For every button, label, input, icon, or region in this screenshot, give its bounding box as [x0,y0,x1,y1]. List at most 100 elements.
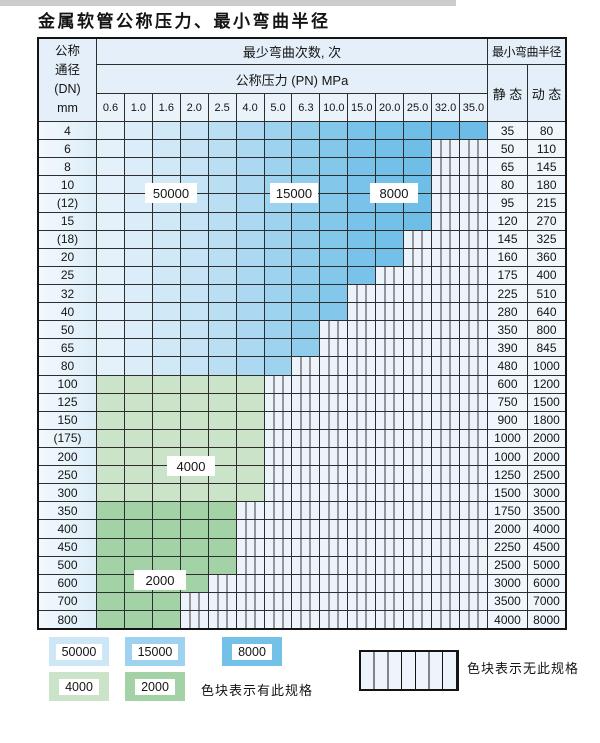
no-spec-cell [432,176,460,194]
no-spec-cell [459,393,487,411]
dn-cell: (175) [39,429,97,447]
no-spec-cell [292,556,321,574]
spec-cell [152,248,181,266]
header-pressure-values: 0.6 1.0 1.6 2.0 2.5 4.0 5.0 6.3 10.0 15.0 20.0 25.0… [97,94,487,121]
no-spec-cell [320,339,349,357]
dynamic-radius-cell: 5000 [528,556,565,574]
spec-cell [236,466,265,484]
header-dynamic: 动 态 [531,86,562,102]
no-spec-cell [404,502,433,520]
spec-cell [404,122,433,140]
spec-cell [320,248,349,266]
spec-cell [180,502,209,520]
pressure-strip [97,266,488,284]
pressure-value-header: 4.0 [237,94,265,121]
no-spec-cell [459,266,487,284]
cycle-count-label: 8000 [370,183,418,203]
spec-cell [236,321,265,339]
static-radius-cell: 1750 [488,502,528,520]
spec-cell [97,429,125,447]
spec-cell [404,158,433,176]
spec-cell [124,140,153,158]
spec-cell [376,212,405,230]
no-spec-cell [320,484,349,502]
spec-cell [208,140,237,158]
spec-cell [208,393,237,411]
spec-cell [152,230,181,248]
no-spec-cell [264,447,293,466]
no-spec-cell [292,447,321,466]
table-row: 6 50 110 [39,140,565,159]
static-radius-cell: 120 [488,212,528,230]
spec-cell [208,538,237,556]
no-spec-cell [404,357,433,375]
spec-cell [124,321,153,339]
spec-cell [236,484,265,502]
dn-cell: 350 [39,502,97,520]
no-spec-cell [376,574,405,592]
no-spec-cell [264,429,293,447]
dynamic-radius-cell: 3500 [528,502,565,520]
dynamic-radius-cell: 180 [528,176,565,194]
table-row: 40 280 640 [39,303,565,322]
static-radius-cell: 35 [488,122,528,140]
table-row: 50 350 800 [39,321,565,340]
table-row: 15 120 270 [39,212,565,231]
no-spec-cell [320,393,349,411]
spec-cell [264,140,293,158]
no-spec-cell [264,375,293,393]
static-radius-cell: 65 [488,158,528,176]
spec-cell [236,339,265,357]
spec-cell [236,230,265,248]
no-spec-cell [459,357,487,375]
dn-cell: 40 [39,303,97,321]
spec-cell [97,122,125,140]
spec-cell [236,284,265,303]
spec-cell [236,194,265,212]
spec-cell [348,266,377,284]
no-spec-cell [180,592,209,610]
spec-cell [180,140,209,158]
spec-cell [97,303,125,321]
pressure-strip [97,484,488,502]
spec-cell [208,284,237,303]
no-spec-cell [292,393,321,411]
spec-cell [376,158,405,176]
spec-cell [124,158,153,176]
spec-cell [180,411,209,429]
table-row: 450 2250 4500 [39,538,565,557]
pressure-strip [97,248,488,266]
spec-cell [152,592,181,610]
static-radius-cell: 160 [488,248,528,266]
spec-cell [180,122,209,140]
spec-cell [180,574,209,592]
cycle-count-label: 4000 [167,456,215,476]
no-spec-cell [432,375,460,393]
no-spec-cell [348,357,377,375]
dn-cell: 150 [39,411,97,429]
no-spec-cell [404,610,433,629]
static-radius-cell: 4000 [488,610,528,629]
no-spec-cell [459,538,487,556]
spec-cell [376,248,405,266]
no-spec-cell [320,321,349,339]
spec-cell [348,158,377,176]
no-spec-cell [348,411,377,429]
pressure-strip [97,592,488,610]
pressure-value-header: 2.0 [181,94,209,121]
dn-cell: 800 [39,610,97,629]
spec-cell [208,484,237,502]
legend-no-spec-text: 色块表示无此规格 [467,661,580,676]
spec-cell [152,303,181,321]
static-radius-cell: 225 [488,284,528,303]
spec-cell [348,212,377,230]
no-spec-cell [432,556,460,574]
spec-cell [208,212,237,230]
no-spec-cell [320,411,349,429]
spec-cell [292,158,321,176]
spec-cell [97,158,125,176]
spec-cell [320,266,349,284]
legend-swatch-label: 8000 [232,643,272,660]
pressure-value-header: 1.0 [125,94,153,121]
spec-cell [124,556,153,574]
